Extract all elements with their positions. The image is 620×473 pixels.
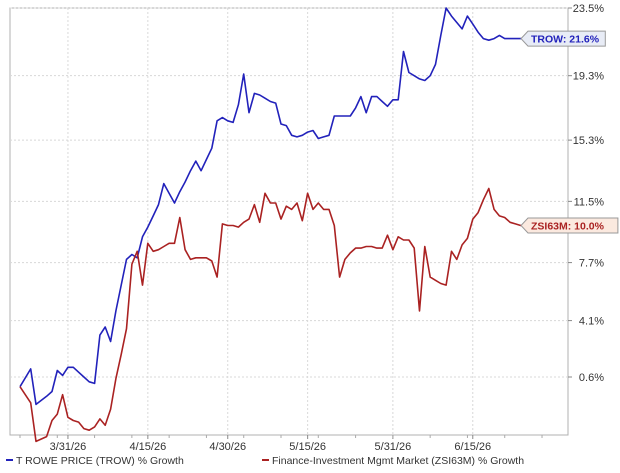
legend: T ROWE PRICE (TROW) % Growth Finance-Inve… (6, 455, 524, 467)
y-tick-label: 15.3% (573, 135, 604, 147)
y-tick-label: 19.3% (573, 71, 604, 83)
series-line-0 (19, 7, 532, 406)
y-tick-label: 7.7% (579, 258, 604, 270)
y-tick-label: 0.6% (579, 372, 604, 384)
end-label-text: TROW: 21.6% (531, 34, 600, 46)
series-line-1 (19, 187, 532, 443)
legend-label: Finance-Investment Mgmt Market (ZSI63M) … (272, 455, 524, 467)
end-label-box (520, 30, 606, 47)
end-labels: TROW: 21.6% ZSI63M: 10.0% (520, 30, 619, 234)
legend-label: T ROWE PRICE (TROW) % Growth (16, 455, 184, 467)
end-label-1: ZSI63M: 10.0% (520, 217, 619, 234)
end-label-text: ZSI63M: 10.0% (531, 221, 605, 233)
legend-item-1: Finance-Investment Mgmt Market (ZSI63M) … (262, 455, 524, 467)
x-tick-label: 4/15/26 (129, 441, 166, 453)
legend-item-0: T ROWE PRICE (TROW) % Growth (6, 455, 184, 467)
x-tick-label: 4/30/26 (209, 441, 246, 453)
y-tick-label: 11.5% (574, 196, 605, 208)
series-lines (19, 7, 532, 443)
x-tick-label: 5/31/26 (375, 441, 412, 453)
end-label-box (520, 217, 619, 234)
y-tick-label: 4.1% (579, 316, 604, 328)
y-axis: 0.6% 4.1% 7.7% 11.5% 15.3% 19.3% 23.5% (568, 3, 604, 384)
x-tick-label: 3/31/26 (50, 441, 87, 453)
x-tick-label: 5/15/26 (289, 441, 326, 453)
x-axis: 3/31/26 4/15/26 4/30/26 5/15/26 5/31/26 6/15/… (19, 435, 543, 453)
end-label-0: TROW: 21.6% (520, 30, 606, 47)
x-tick-label: 6/15/26 (454, 441, 491, 453)
y-tick-label: 23.5% (573, 3, 604, 15)
plot-area (9, 7, 569, 436)
